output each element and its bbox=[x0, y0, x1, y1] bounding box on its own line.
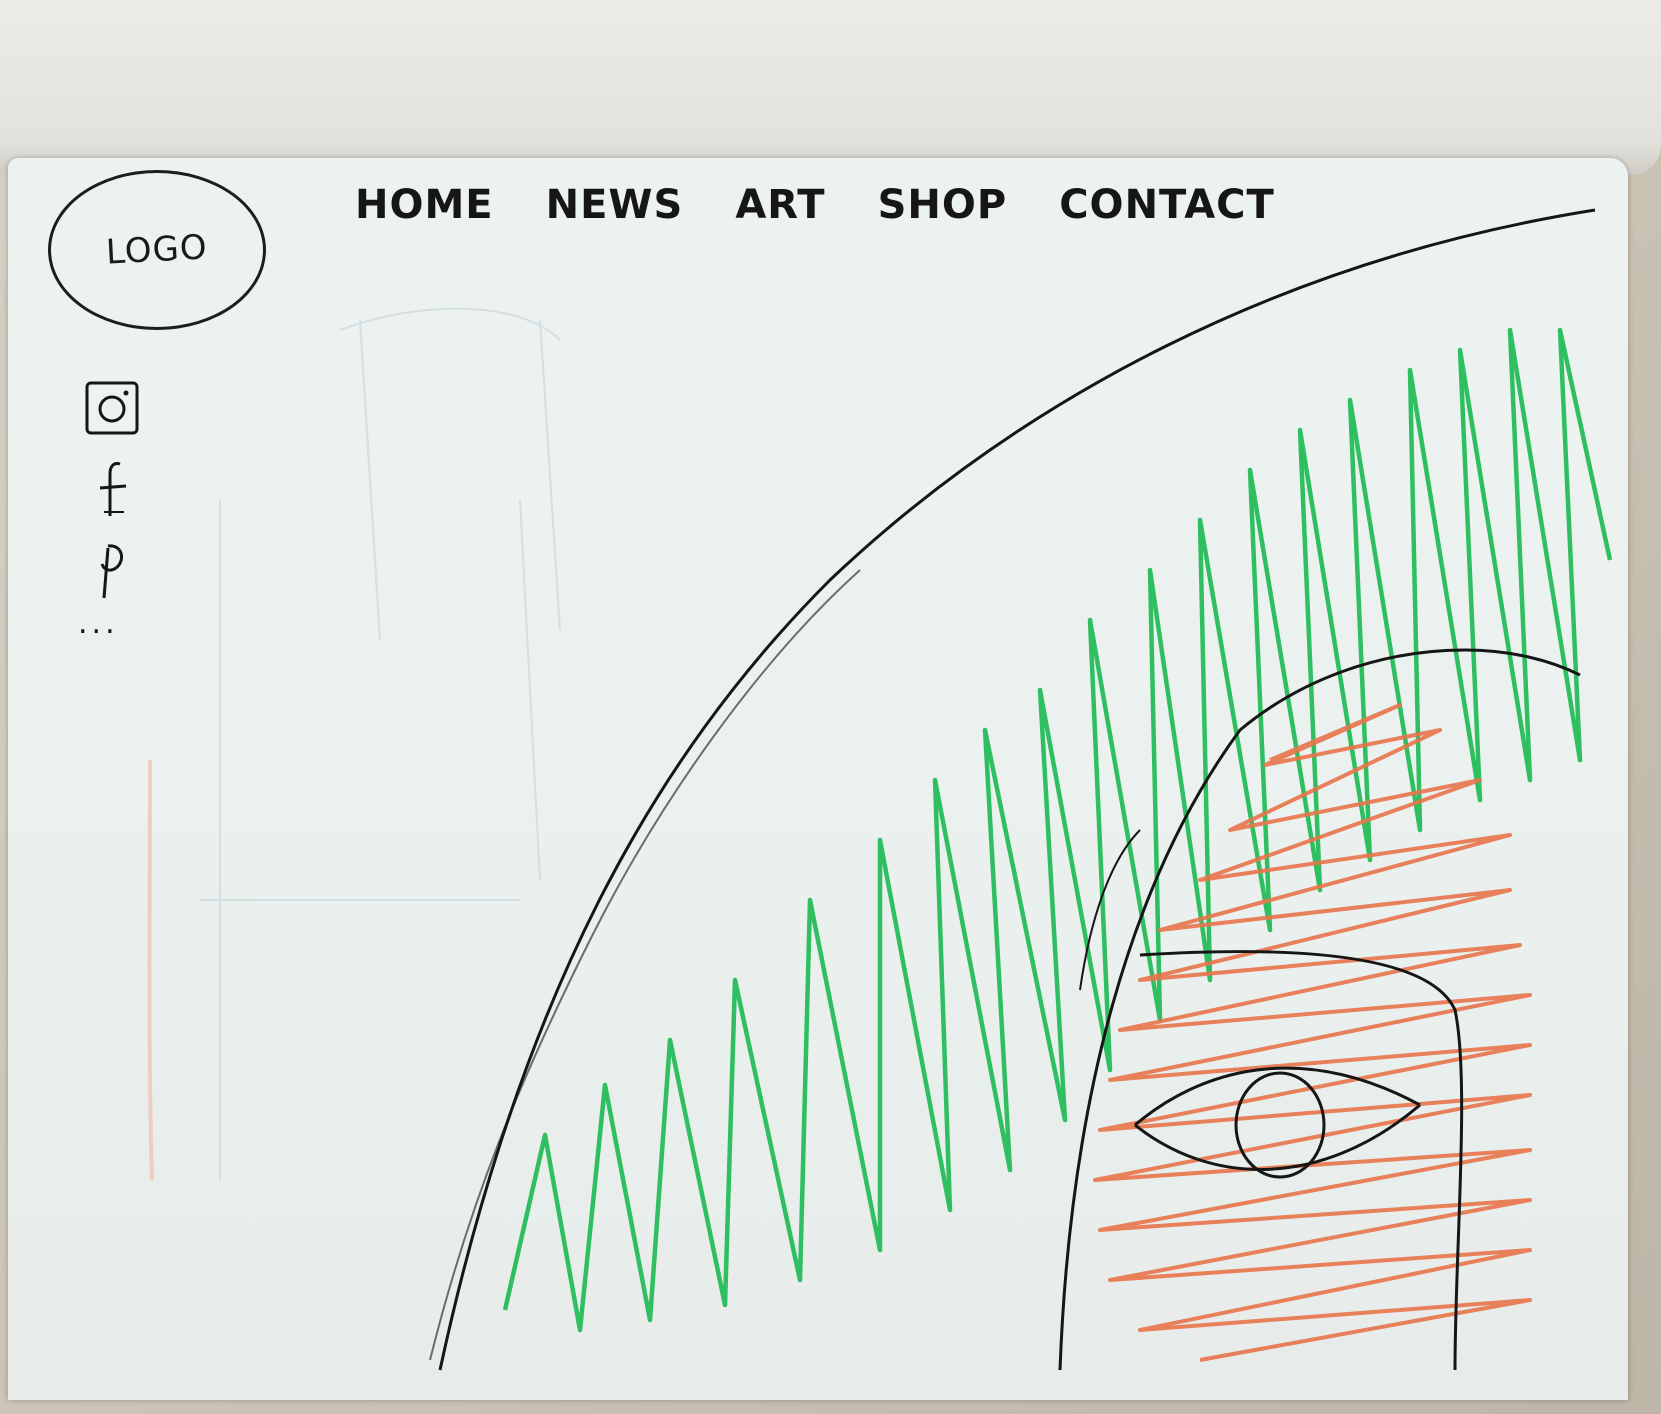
background-sketch bbox=[200, 307, 561, 1180]
nav-art[interactable]: ART bbox=[735, 182, 826, 228]
eye-upper-lid bbox=[1134, 1066, 1421, 1127]
faint-orange-line bbox=[147, 759, 154, 1181]
nav-contact[interactable]: CONTACT bbox=[1059, 182, 1275, 228]
nav-shop[interactable]: SHOP bbox=[877, 182, 1008, 228]
outer-arc bbox=[438, 208, 1596, 1371]
brow-nose-line bbox=[1139, 950, 1464, 1371]
eye-lower-lid bbox=[1134, 1103, 1421, 1172]
eye-iris bbox=[1234, 1071, 1326, 1179]
logo[interactable]: LOGO bbox=[48, 170, 266, 330]
social-more[interactable]: ... bbox=[78, 606, 119, 641]
facebook-icon[interactable] bbox=[94, 458, 134, 520]
instagram-icon[interactable] bbox=[82, 378, 142, 438]
pinterest-icon[interactable] bbox=[86, 538, 134, 602]
outer-arc-sketch bbox=[429, 569, 861, 1361]
main-nav: HOME NEWS ART SHOP CONTACT bbox=[355, 182, 1275, 228]
green-scribble bbox=[502, 327, 1613, 1333]
nav-news[interactable]: NEWS bbox=[545, 182, 684, 228]
nav-home[interactable]: HOME bbox=[355, 182, 494, 228]
orange-scribble bbox=[1093, 703, 1532, 1362]
eye-drawing bbox=[1134, 950, 1464, 1371]
sketchbook-previous-page bbox=[0, 0, 1661, 175]
inner-arc-sketch bbox=[1079, 829, 1141, 991]
inner-arc bbox=[1058, 648, 1581, 1371]
